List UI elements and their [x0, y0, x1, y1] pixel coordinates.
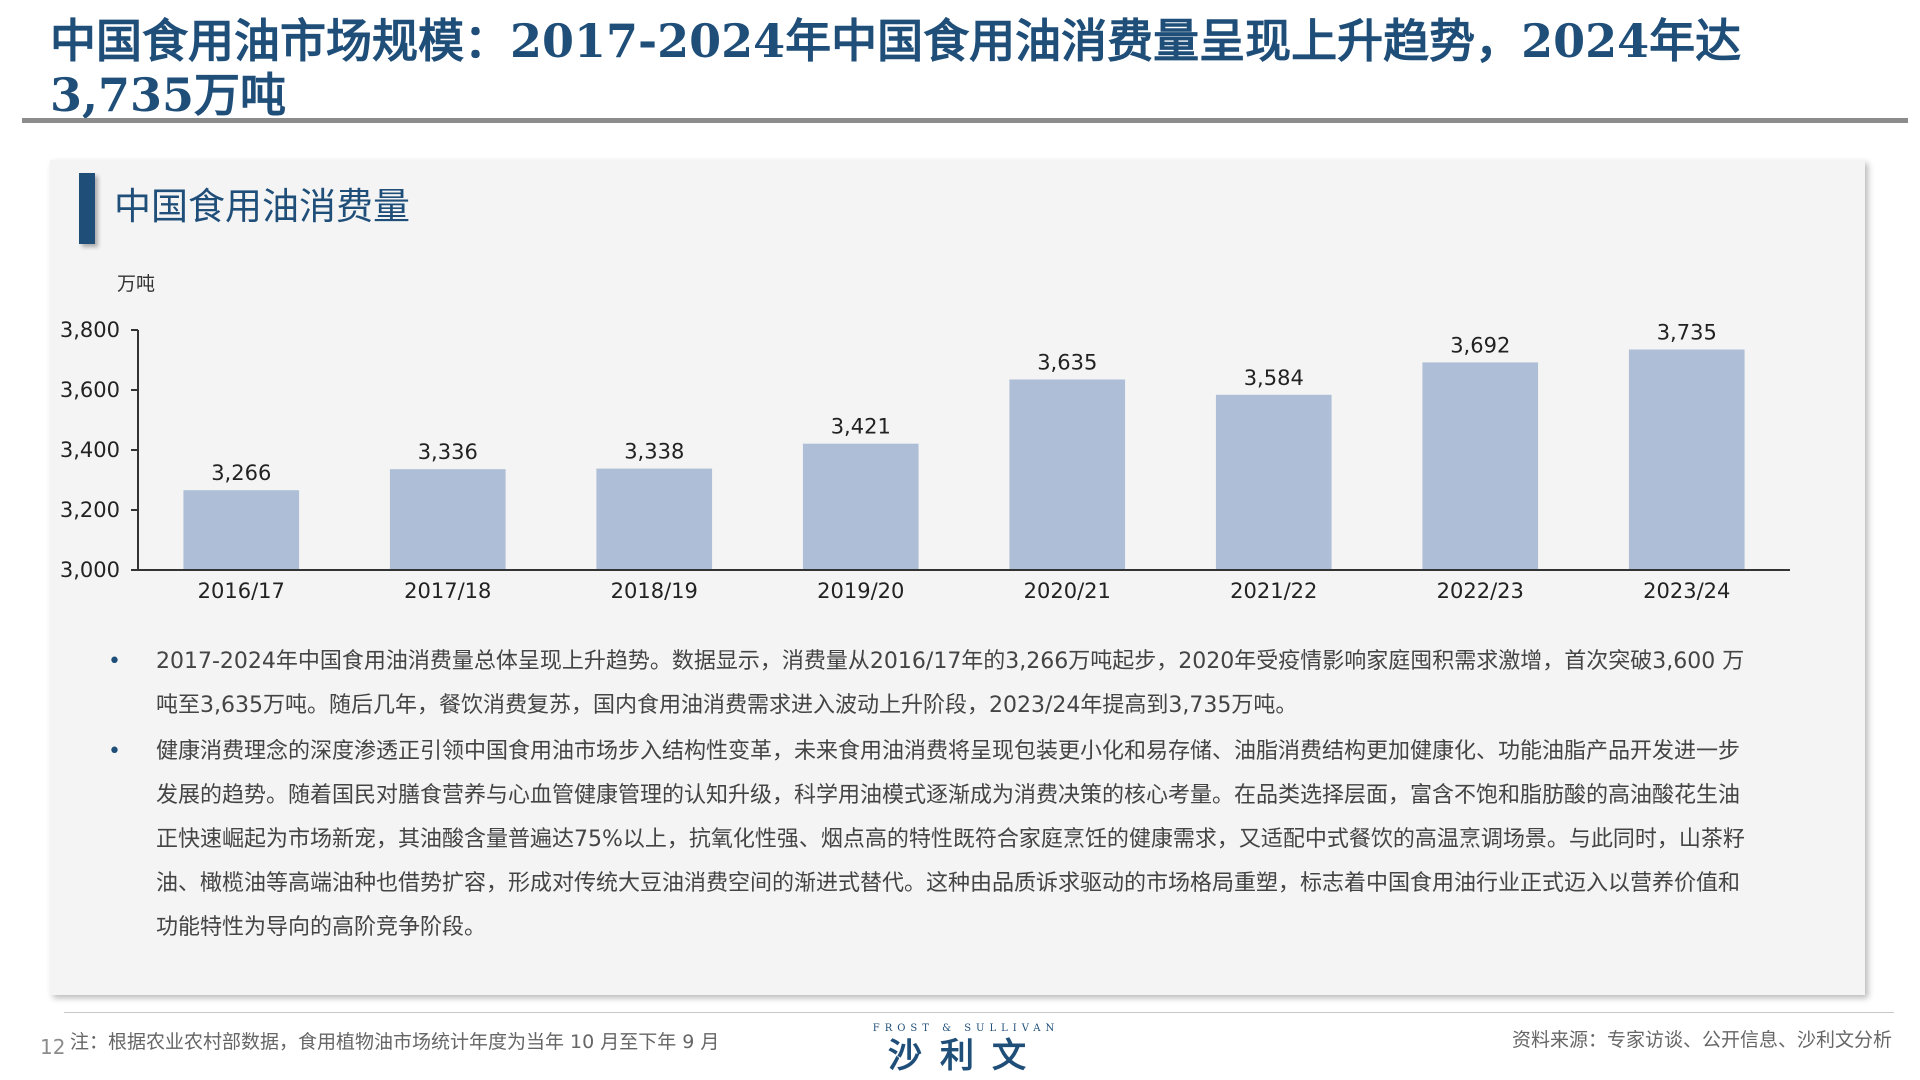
- bar-value-label: 3,336: [418, 440, 478, 464]
- x-tick-label: 2017/18: [404, 579, 491, 603]
- page-title: 中国食用油市场规模：2017-2024年中国食用油消费量呈现上升趋势，2024年…: [50, 14, 1742, 122]
- y-axis-unit-label: 万吨: [117, 273, 155, 295]
- x-tick-label: 2016/17: [198, 579, 285, 603]
- bullet-marker: •: [108, 739, 121, 764]
- x-tick-label: 2018/19: [611, 579, 698, 603]
- bar: [389, 469, 506, 570]
- bar: [596, 468, 713, 570]
- y-tick-label: 3,400: [60, 438, 120, 462]
- bar-value-label: 3,338: [624, 440, 684, 464]
- footnote: 注：根据农业农村部数据，食用植物油市场统计年度为当年 10 月至下年 9 月: [70, 1031, 720, 1053]
- bullet-list: • 2017-2024年中国食用油消费量总体呈现上升趋势。数据显示，消费量从20…: [108, 640, 1758, 952]
- source-note: 资料来源：专家访谈、公开信息、沙利文分析: [1511, 1029, 1892, 1051]
- bar-value-label: 3,692: [1450, 333, 1510, 357]
- title-divider: [22, 118, 1908, 123]
- panel-title-accent-bar: [79, 173, 95, 244]
- bar: [1009, 379, 1126, 570]
- footer-divider: [64, 1012, 1894, 1013]
- bar-value-label: 3,735: [1657, 321, 1717, 345]
- bar-value-label: 3,421: [831, 415, 891, 439]
- y-tick-label: 3,600: [60, 378, 120, 402]
- bar-value-label: 3,266: [211, 461, 271, 485]
- x-tick-label: 2022/23: [1437, 579, 1524, 603]
- panel-title: 中国食用油消费量: [114, 185, 410, 228]
- bar: [1422, 362, 1539, 570]
- consumption-bar-chart: 万吨 3,266 3,336 3,338 3,421 3,635 3,584 3,692 3,…: [60, 273, 1790, 603]
- bar: [1215, 394, 1332, 570]
- logo-chinese-text: 沙利文: [888, 1036, 1044, 1076]
- y-tick-label: 3,000: [60, 558, 120, 582]
- x-tick-label: 2019/20: [817, 579, 904, 603]
- bullet-item: • 2017-2024年中国食用油消费量总体呈现上升趋势。数据显示，消费量从20…: [108, 640, 1758, 728]
- logo-english-text: FROST & SULLIVAN: [872, 1023, 1060, 1034]
- bullet-text: 健康消费理念的深度渗透正引领中国食用油市场步入结构性变革，未来食用油消费将呈现包…: [156, 739, 1745, 940]
- bar: [802, 443, 919, 570]
- page-number: 12: [40, 1035, 66, 1059]
- bar: [1628, 349, 1745, 570]
- x-tick-label: 2023/24: [1643, 579, 1730, 603]
- bullet-item: • 健康消费理念的深度渗透正引领中国食用油市场步入结构性变革，未来食用油消费将呈…: [108, 730, 1758, 950]
- bullet-marker: •: [108, 649, 121, 674]
- x-tick-label: 2020/21: [1024, 579, 1111, 603]
- bar-value-label: 3,584: [1244, 366, 1304, 390]
- frost-sullivan-logo: FROST & SULLIVAN 沙利文: [866, 1022, 1066, 1078]
- bar-value-label: 3,635: [1037, 351, 1097, 375]
- bullet-text: 2017-2024年中国食用油消费量总体呈现上升趋势。数据显示，消费量从2016…: [156, 649, 1745, 718]
- content-panel: [50, 160, 1865, 995]
- y-tick-label: 3,800: [60, 318, 120, 342]
- y-tick-label: 3,200: [60, 498, 120, 522]
- x-tick-label: 2021/22: [1230, 579, 1317, 603]
- bar: [183, 490, 300, 570]
